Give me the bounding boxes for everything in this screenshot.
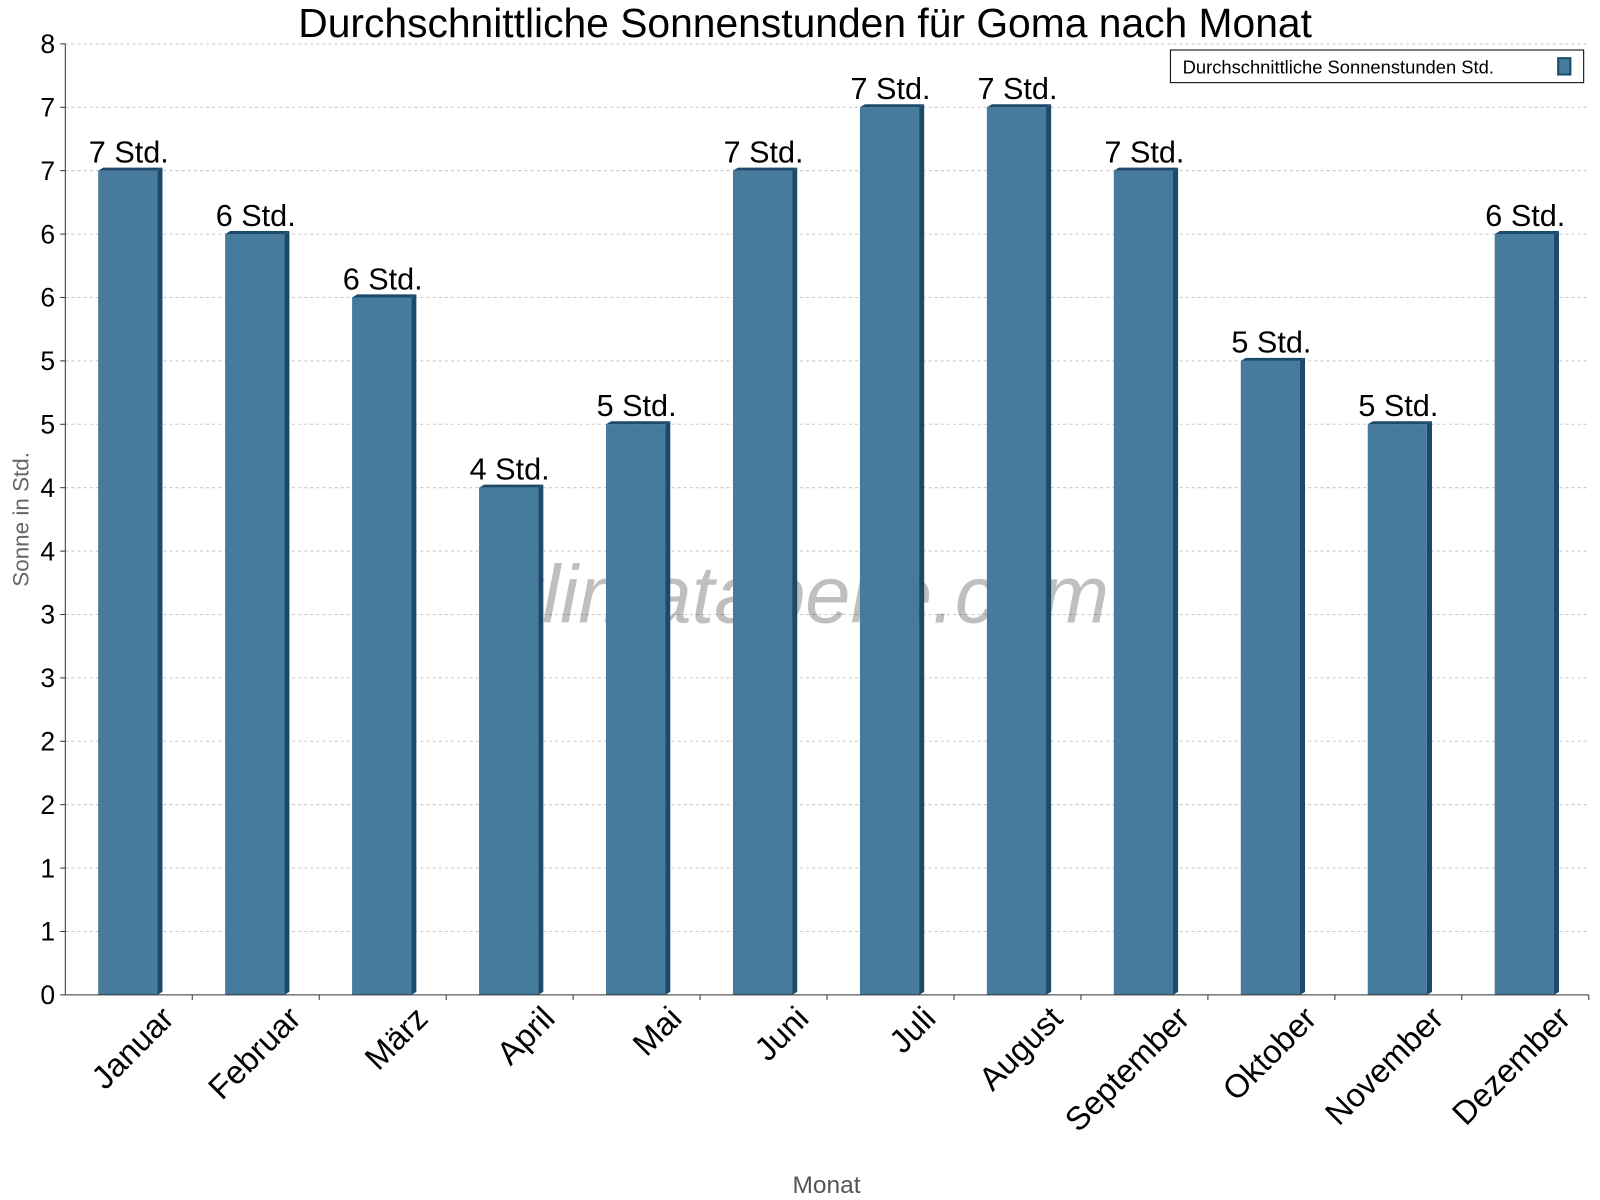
x-axis-label: Monat — [793, 1172, 861, 1199]
x-tick-label: Oktober — [1215, 999, 1323, 1107]
y-tick-label: 7 — [40, 92, 55, 122]
bar — [352, 297, 412, 995]
x-tick-label: Juli — [882, 999, 943, 1060]
y-axis-label: Sonne in Std. — [9, 452, 34, 587]
y-tick-label: 6 — [40, 283, 55, 313]
bar-side — [157, 167, 163, 995]
bar — [986, 107, 1047, 995]
bar — [859, 107, 920, 995]
y-tick-label: 2 — [40, 726, 55, 756]
y-tick-label: 8 — [40, 29, 55, 59]
bar-side — [792, 167, 798, 995]
data-label: 7 Std. — [977, 72, 1057, 106]
bar-top — [479, 484, 544, 488]
bar-top — [1367, 421, 1433, 425]
bar-side — [411, 294, 417, 995]
bar-top — [98, 167, 163, 171]
y-tick-label: 4 — [40, 473, 55, 503]
bar-top — [1240, 357, 1306, 361]
bar — [1240, 360, 1300, 995]
bar — [1494, 234, 1554, 995]
data-label: 7 Std. — [89, 136, 169, 170]
bar-top — [605, 421, 671, 425]
y-tick-label: 7 — [40, 156, 55, 186]
bar-top — [352, 294, 417, 298]
data-label: 5 Std. — [1358, 389, 1438, 423]
bar-top — [732, 167, 798, 171]
bar — [479, 487, 539, 995]
legend: Durchschnittliche Sonnenstunden Std. — [1169, 49, 1585, 84]
x-tick-label: Februar — [201, 999, 308, 1106]
bar — [1113, 170, 1174, 995]
legend-label: Durchschnittliche Sonnenstunden Std. — [1183, 56, 1494, 77]
bar — [605, 424, 666, 995]
data-label: 5 Std. — [1231, 326, 1311, 360]
x-tick-label: August — [971, 999, 1069, 1097]
y-tick-label: 1 — [40, 917, 55, 947]
bar-side — [1553, 231, 1559, 995]
x-tick-label: März — [357, 999, 434, 1076]
y-tick-label: 3 — [40, 663, 55, 693]
x-tick-label: November — [1318, 999, 1451, 1132]
data-label: 5 Std. — [597, 389, 677, 423]
bar-side — [1046, 104, 1052, 995]
x-tick-label: September — [1057, 999, 1196, 1138]
bar-side — [1426, 421, 1433, 995]
legend-swatch — [1557, 57, 1572, 76]
y-tick-label: 6 — [40, 219, 55, 249]
data-label: 4 Std. — [470, 453, 550, 487]
y-tick-label: 0 — [40, 980, 55, 1010]
bar — [98, 170, 158, 995]
x-tick-label: April — [489, 999, 561, 1071]
bar-top — [225, 231, 290, 235]
data-label: 7 Std. — [1104, 136, 1184, 170]
y-tick-label: 5 — [40, 409, 55, 439]
bar-side — [284, 231, 290, 995]
x-tick-label: Mai — [625, 999, 688, 1062]
data-label: 6 Std. — [216, 199, 296, 233]
bar-top — [1113, 167, 1179, 171]
data-label: 7 Std. — [724, 136, 804, 170]
bar — [732, 170, 793, 995]
bar — [225, 234, 285, 995]
bar-side — [919, 104, 925, 995]
bar-side — [1299, 357, 1306, 995]
chart-title: Durchschnittliche Sonnenstunden für Goma… — [298, 0, 1312, 46]
data-label: 6 Std. — [1485, 199, 1565, 233]
data-label: 6 Std. — [343, 262, 423, 296]
y-tick-label: 4 — [40, 536, 55, 566]
bar — [1367, 424, 1427, 995]
y-tick-label: 1 — [40, 853, 55, 883]
data-label: 7 Std. — [851, 72, 931, 106]
y-tick-label: 2 — [40, 790, 55, 820]
bar-side — [665, 421, 671, 995]
bar-top — [859, 104, 925, 108]
x-tick-label: Dezember — [1445, 999, 1578, 1132]
x-tick-label: Juni — [747, 999, 816, 1068]
gridlines — [65, 43, 1589, 933]
y-tick-label: 3 — [40, 600, 55, 630]
bar-side — [538, 484, 544, 995]
bar-top — [1494, 231, 1559, 235]
bars: 7 Std. 6 Std. 6 Std. 4 Std. 5 Std. 7 Std. 7 St… — [89, 72, 1565, 995]
bar-side — [1173, 167, 1179, 995]
x-tick-label: Januar — [84, 999, 181, 1096]
y-tick-label: 5 — [40, 346, 55, 376]
bar-top — [986, 104, 1052, 108]
